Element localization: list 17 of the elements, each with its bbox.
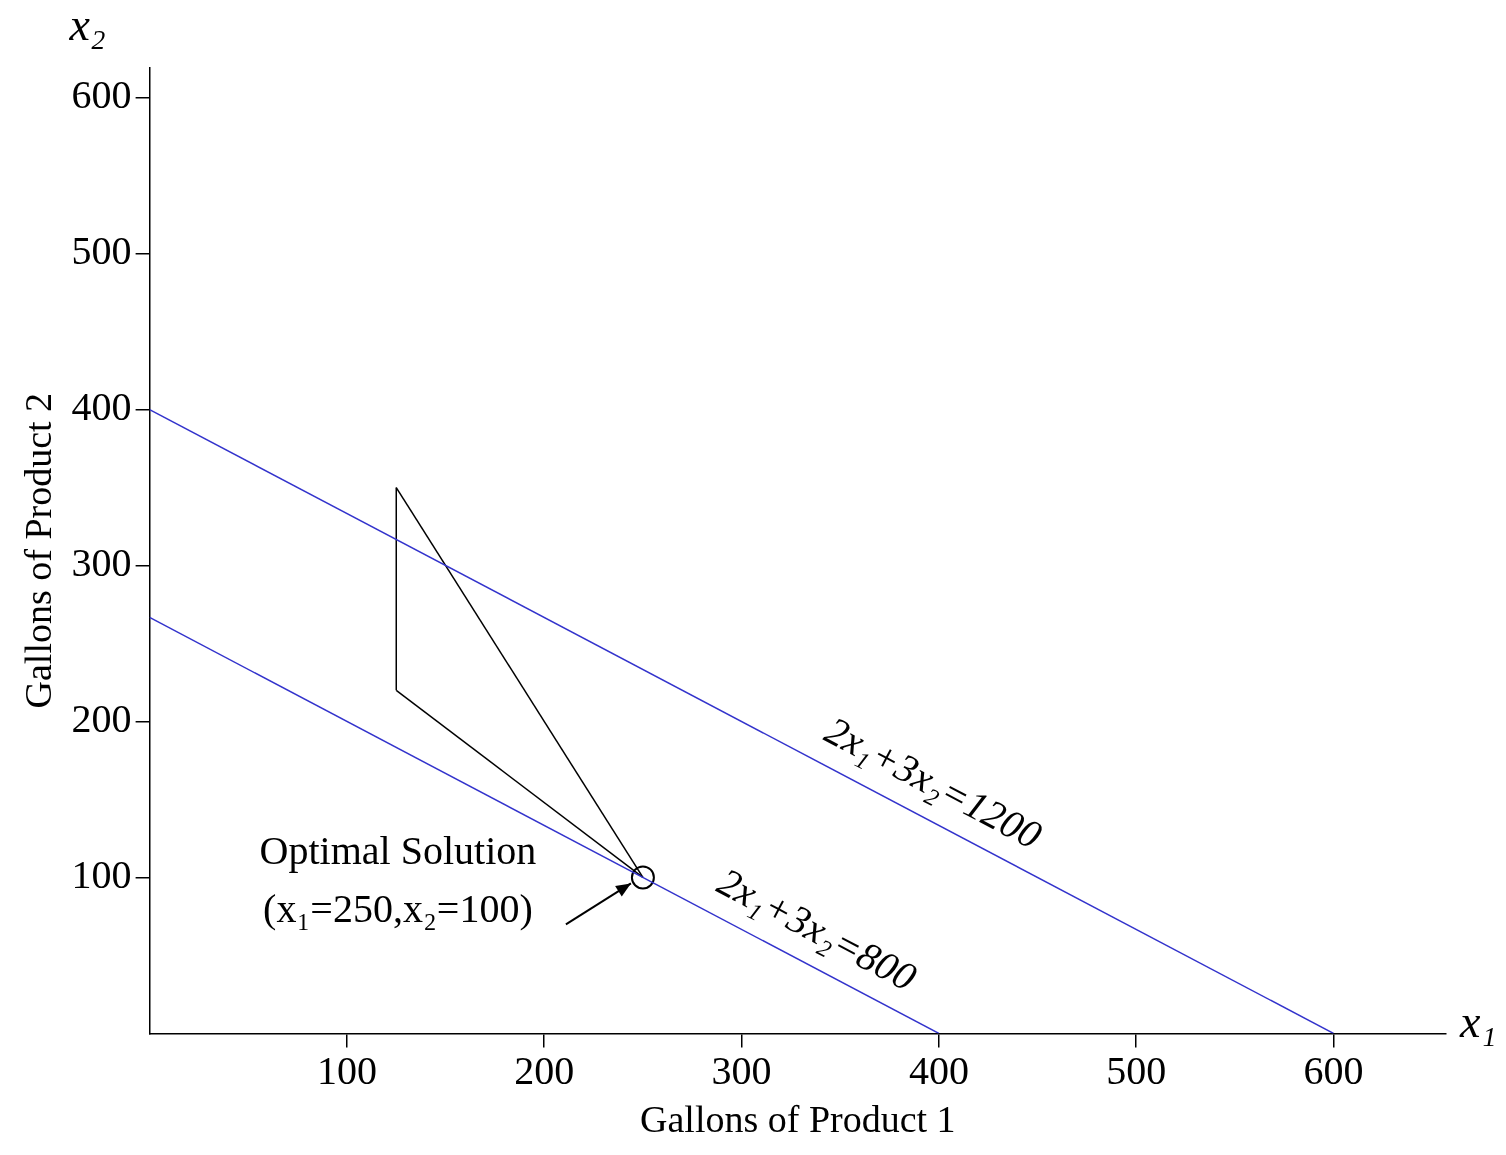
x-tick-label: 600 — [1303, 1047, 1364, 1093]
y-tick-label: 300 — [71, 540, 132, 586]
x-tick-label: 500 — [1106, 1047, 1167, 1093]
x-tick-label: 400 — [908, 1047, 969, 1093]
y-tick-label: 100 — [71, 851, 132, 897]
y-axis-title: Gallons of Product 2 — [16, 392, 59, 709]
x-tick-label: 100 — [316, 1047, 377, 1093]
y-tick-label: 400 — [71, 384, 132, 430]
x-tick-label: 200 — [514, 1047, 575, 1093]
text: x₂ — [68, 0, 106, 51]
annotation: Optimal Solution (x₁=250,x₂=100) — [259, 827, 537, 931]
text: x₁ — [1459, 996, 1497, 1048]
y-tick-label: 500 — [71, 228, 132, 274]
x-tick-label: 300 — [711, 1047, 772, 1093]
y-tick-label: 200 — [71, 695, 132, 741]
x-axis-title: Gallons of Product 1 — [640, 1098, 956, 1141]
y-tick-label: 600 — [71, 72, 132, 118]
